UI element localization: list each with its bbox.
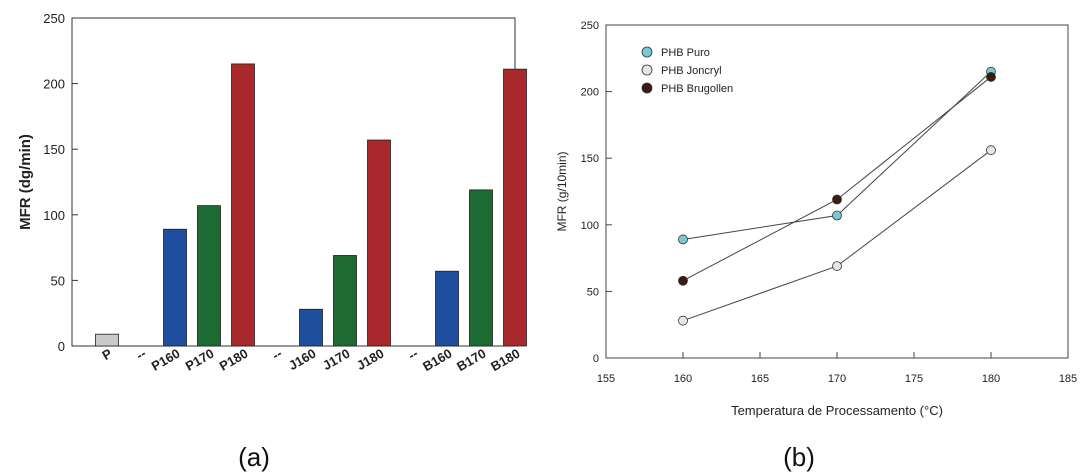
chart-a-y-tick-label: 200: [43, 77, 65, 92]
chart-a-x-tick-label: --: [405, 346, 420, 363]
chart-b-data-point: [832, 210, 842, 221]
chart-b-x-tick-label: 180: [982, 373, 1000, 385]
chart-a-y-tick-label: 250: [43, 11, 65, 26]
chart-b-data-point: [986, 72, 996, 82]
chart-a-x-tick-label: --: [133, 346, 148, 363]
chart-b-y-tick-label: 0: [593, 353, 599, 365]
chart-a-x-tick-label: --: [269, 346, 284, 363]
chart-a-x-tick-label: P170: [183, 346, 217, 374]
chart-b-legend-marker: [641, 46, 653, 58]
chart-a-bar-p: [95, 333, 119, 347]
chart-b-y-tick-label: 200: [581, 87, 599, 99]
chart-b-y-tick-label: 50: [587, 286, 599, 298]
chart-a-y-tick-label: 50: [51, 273, 65, 288]
chart-a-bar-p160: [163, 228, 187, 347]
chart-b-series-line: [682, 149, 992, 322]
chart-a-y-tick-label: 100: [43, 208, 65, 223]
chart-a-x-tick-label: B180: [488, 346, 522, 375]
chart-a-x-tick-label: J160: [286, 346, 319, 373]
chart-b-data-point: [678, 275, 688, 286]
chart-a-panel-label: (a): [238, 442, 270, 472]
chart-b-data-point: [832, 261, 842, 271]
chart-a-bar-b170: [469, 189, 493, 347]
chart-b-panel-label: (b): [783, 442, 815, 472]
chart-b-y-tick-label: 250: [581, 20, 599, 32]
chart-b-x-tick-label: 175: [905, 373, 923, 385]
chart-a-x-tick-label: B170: [454, 346, 488, 375]
chart-a-y-axis-label: MFR (dg/min): [17, 134, 34, 230]
chart-a-x-tick-label: P180: [217, 346, 251, 374]
chart-b-legend-label: PHB Brugollen: [661, 83, 733, 95]
chart-b-data-point: [986, 145, 996, 156]
chart-b-line-mfr: 0 50 100 150 200 250 155 160 165 170 175 180 185 MFR …: [555, 20, 1077, 472]
chart-b-data-point: [678, 315, 688, 326]
chart-a-y-tick-label: 0: [58, 339, 65, 354]
chart-b-x-tick-label: 165: [751, 373, 769, 385]
chart-b-y-axis-label: MFR (g/10min): [555, 151, 569, 231]
chart-a-x-tick-label: B160: [420, 346, 454, 375]
chart-b-data-point: [832, 194, 842, 205]
chart-b-legend-marker: [641, 82, 653, 94]
chart-b-legend-label: PHB Puro: [661, 47, 710, 59]
chart-a-bar-b180: [503, 68, 527, 347]
chart-a-bar-j180: [367, 139, 391, 347]
chart-b-x-tick-label: 160: [674, 373, 692, 385]
chart-a-bar-b160: [435, 270, 459, 347]
chart-a-x-tick-label: P: [99, 345, 114, 362]
chart-b-y-tick-label: 150: [581, 153, 599, 165]
chart-a-x-tick-label: P160: [149, 346, 183, 374]
chart-b-x-tick-label: 170: [828, 373, 846, 385]
chart-b-series-line: [682, 76, 992, 282]
chart-b-legend-marker: [641, 64, 653, 76]
chart-b-x-tick-label: 155: [597, 373, 615, 385]
chart-a-bar-p170: [197, 205, 221, 347]
chart-b-y-tick-label: 100: [581, 220, 599, 232]
chart-b-data-point: [678, 234, 688, 245]
chart-b-legend-label: PHB Joncryl: [661, 65, 722, 77]
chart-a-x-tick-label: J180: [354, 346, 387, 373]
chart-a-bar-p180: [231, 63, 255, 347]
chart-a-bar-j170: [333, 255, 357, 347]
chart-a-bar-j160: [299, 308, 323, 347]
chart-a-y-tick-label: 150: [43, 142, 65, 157]
chart-a-x-tick-label: J170: [320, 346, 353, 373]
chart-b-x-tick-label: 185: [1059, 373, 1077, 385]
chart-b-x-axis-label: Temperatura de Processamento (°C): [731, 403, 943, 418]
